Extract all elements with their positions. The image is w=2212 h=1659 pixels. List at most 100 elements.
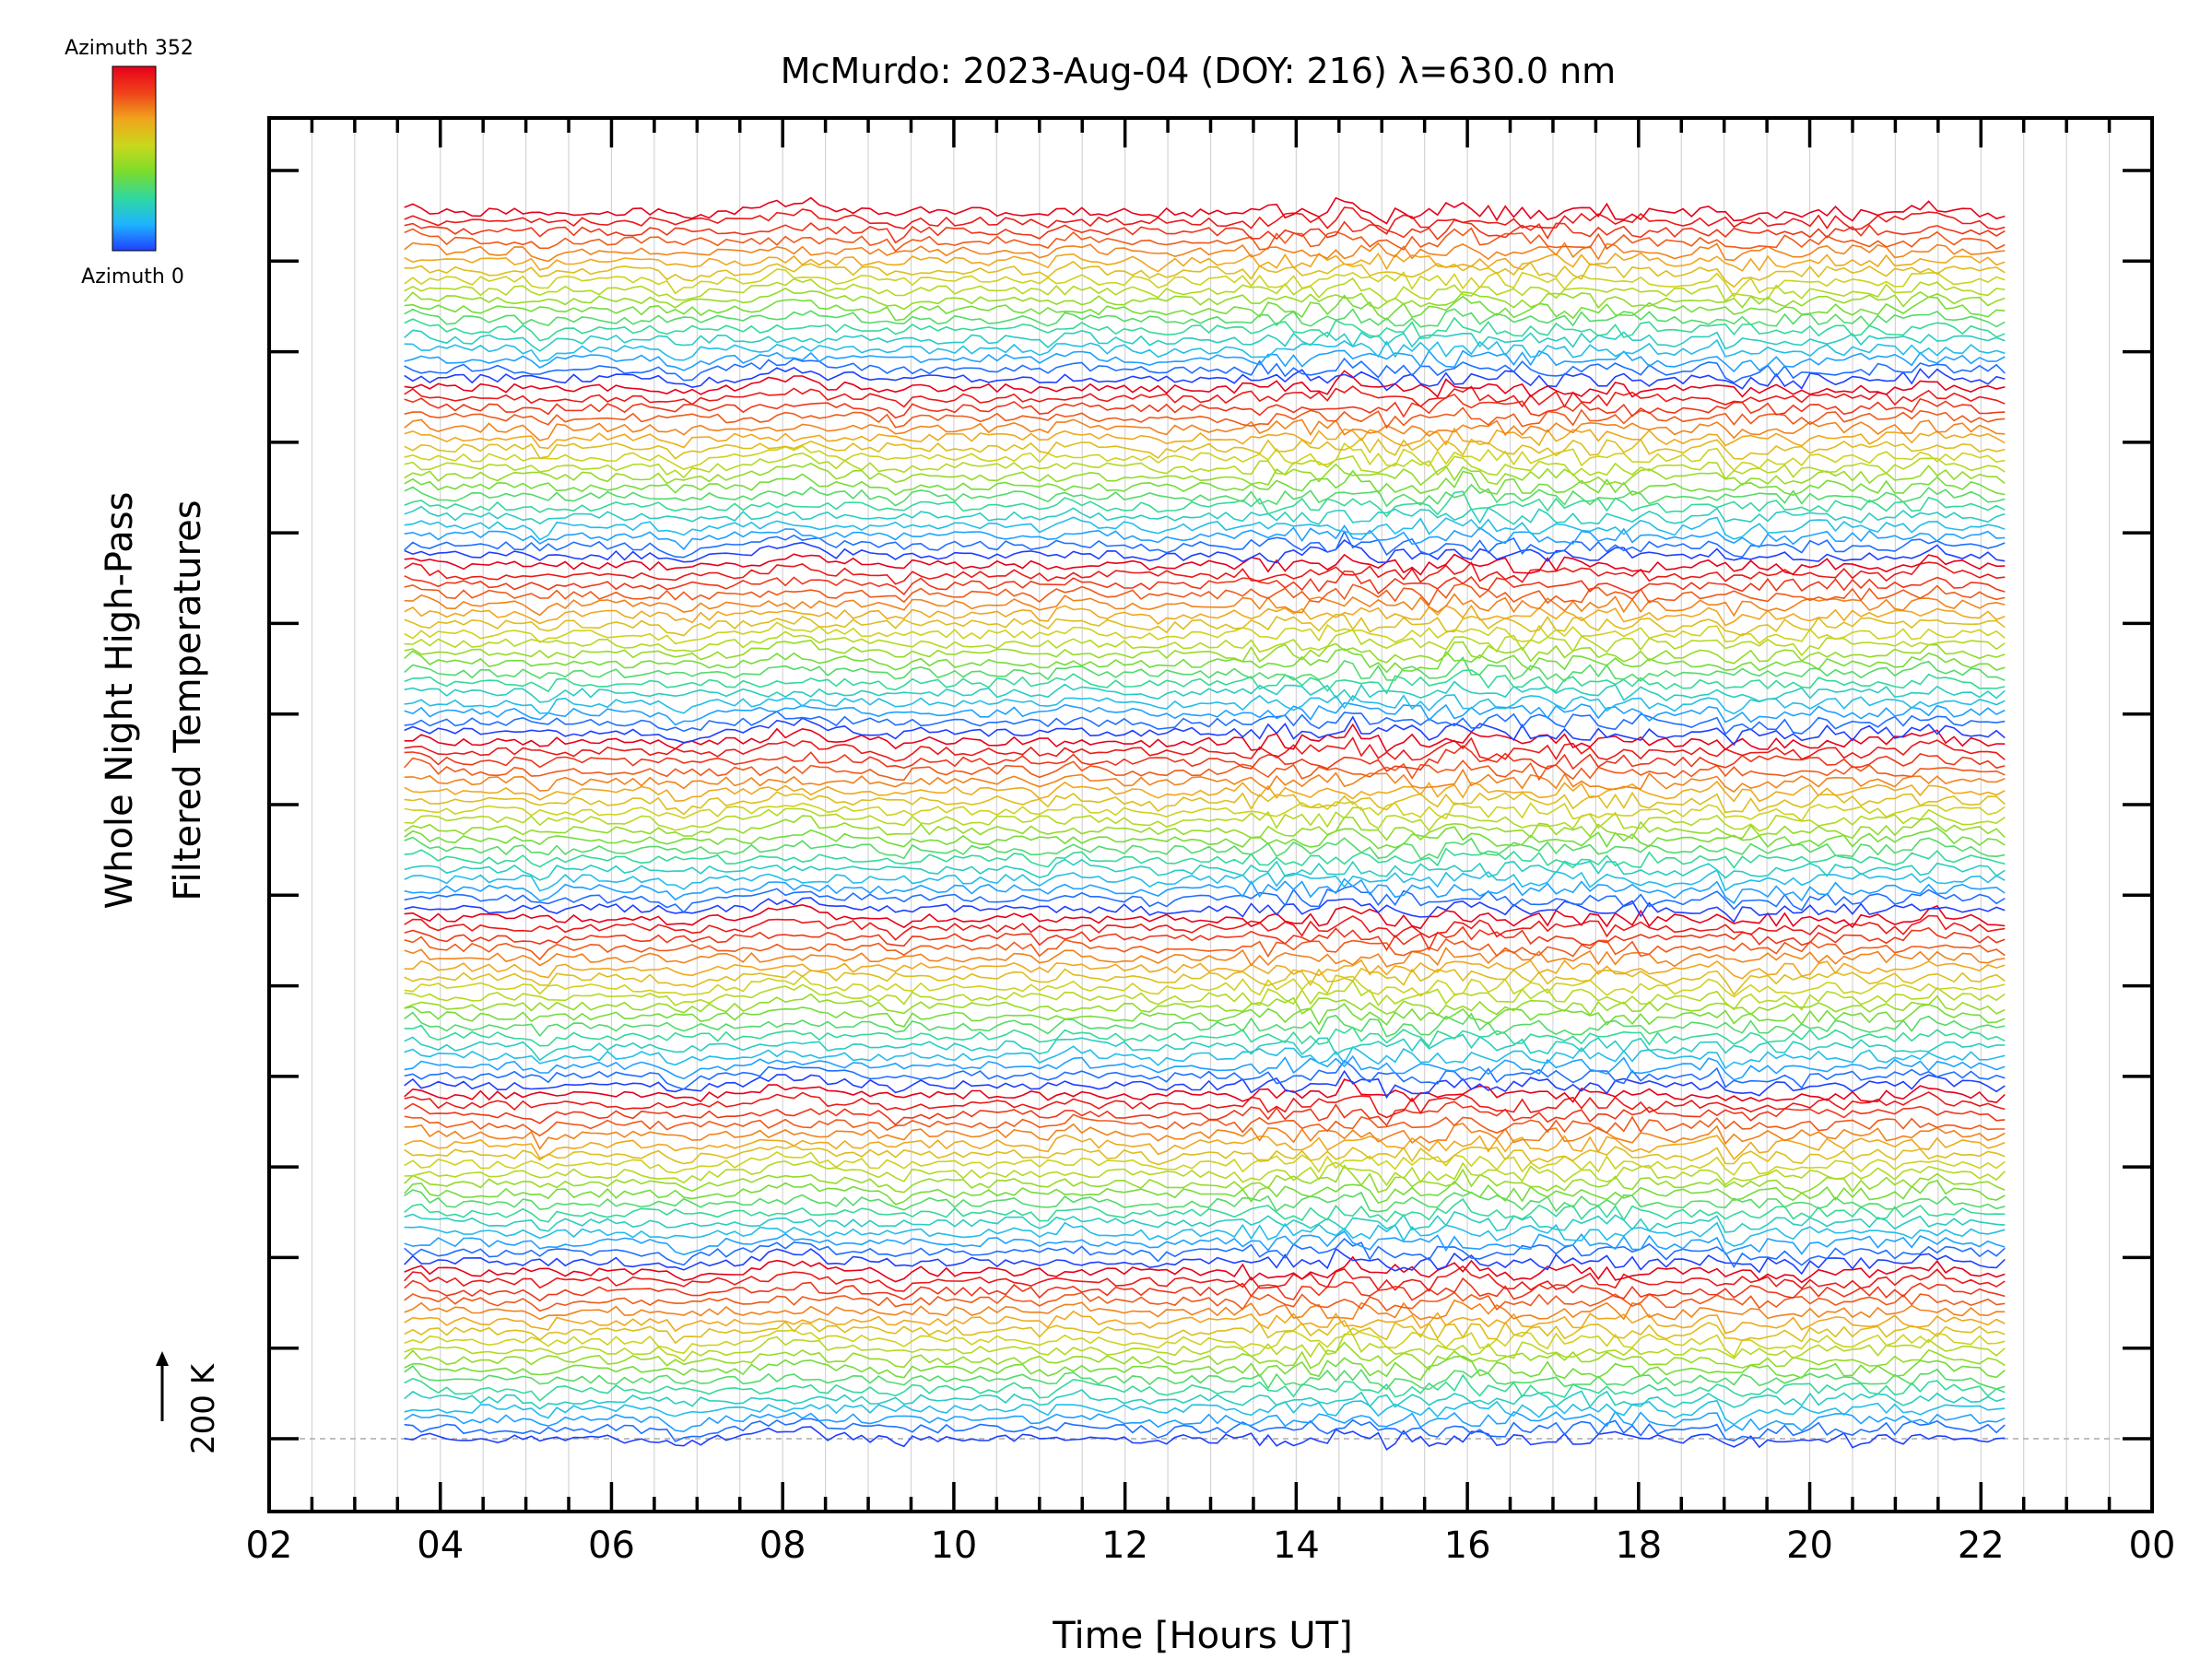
x-tick-label: 18 [1615, 1524, 1662, 1567]
series-line [404, 276, 2006, 303]
series-line [404, 1221, 2006, 1247]
series-line [404, 736, 2006, 762]
series-line [404, 1134, 2006, 1160]
x-tick-label: 10 [930, 1524, 977, 1567]
series-line [404, 418, 2006, 441]
series-line [404, 1069, 2006, 1100]
temperature-scale-bar: 200 K [156, 1351, 222, 1454]
series-line [404, 462, 2006, 487]
series-line [404, 1059, 2006, 1090]
series-line [404, 1265, 2006, 1292]
series-line [404, 1024, 2006, 1048]
series-line [404, 490, 2006, 518]
series-line [404, 836, 2006, 860]
series-line [404, 1011, 2006, 1038]
series-line [404, 294, 2006, 322]
series-line [404, 268, 2006, 299]
series-line [404, 959, 2006, 980]
series-line [404, 1310, 2006, 1335]
series-line [404, 427, 2006, 450]
series-line [404, 218, 2006, 244]
series-traces [404, 196, 2006, 1451]
series-line [404, 914, 2006, 941]
series-line [404, 1164, 2006, 1194]
series-line [404, 452, 2006, 480]
azimuth-colorbar-legend: Azimuth 352 Azimuth 0 [65, 37, 194, 288]
series-line [404, 308, 2006, 328]
chart-title: McMurdo: 2023-Aug-04 (DOY: 216) λ=630.0 … [781, 51, 1616, 91]
series-line [404, 1100, 2006, 1127]
x-axis-ticks: 02 04 06 08 10 12 14 16 18 20 22 00 [246, 118, 2176, 1567]
x-tick-label: 20 [1786, 1524, 1833, 1567]
series-line [404, 1113, 2006, 1137]
series-line [404, 1237, 2006, 1269]
series-line [404, 604, 2006, 627]
x-tick-label: 08 [759, 1524, 806, 1567]
series-line [404, 791, 2006, 816]
series-line [404, 538, 2006, 564]
series-line [404, 329, 2006, 352]
series-line [404, 1003, 2006, 1028]
series-line [404, 780, 2006, 803]
x-axis-label: Time [Hours UT] [1052, 1615, 1352, 1657]
series-line [404, 483, 2006, 508]
series-line [404, 1388, 2006, 1410]
series-line [404, 669, 2006, 695]
series-line [404, 338, 2006, 362]
series-line [404, 1197, 2006, 1223]
series-line [404, 570, 2006, 596]
series-line [404, 648, 2006, 674]
series-line [404, 925, 2006, 952]
series-line [404, 524, 2006, 551]
series-line [404, 629, 2006, 657]
x-tick-label: 00 [2129, 1524, 2176, 1567]
series-line [404, 227, 2006, 253]
series-line [404, 1319, 2006, 1345]
vertical-gridlines [311, 118, 2111, 1512]
series-line [404, 553, 2006, 576]
series-line [404, 1355, 2006, 1382]
series-line [404, 252, 2006, 273]
series-line [404, 974, 2006, 998]
series-line [404, 885, 2006, 913]
y-axis-label-line2: Filtered Temperatures [167, 500, 209, 900]
series-line [404, 947, 2006, 968]
series-line [404, 1211, 2006, 1233]
series-line [404, 847, 2006, 869]
series-line [404, 406, 2006, 429]
series-line [404, 1078, 2006, 1104]
x-tick-label: 02 [246, 1524, 293, 1567]
series-line [404, 241, 2006, 263]
series-line [404, 979, 2006, 1011]
y-axis-ticks [269, 169, 2152, 1441]
series-line [404, 370, 2006, 398]
colorbar-bottom-label: Azimuth 0 [81, 265, 184, 288]
series-line [404, 1045, 2006, 1070]
series-line [404, 441, 2006, 472]
series-line [404, 316, 2006, 342]
series-line [404, 1033, 2006, 1062]
series-line [404, 877, 2006, 904]
series-line [404, 868, 2006, 892]
scale-bar-arrow-icon [156, 1351, 169, 1366]
series-line [404, 1277, 2006, 1302]
series-line [404, 1179, 2006, 1206]
series-line [404, 715, 2006, 747]
series-line [404, 561, 2006, 585]
series-line [404, 1333, 2006, 1362]
series-line [404, 1247, 2006, 1276]
series-line [404, 1299, 2006, 1321]
colorbar-top-label: Azimuth 352 [65, 37, 194, 60]
series-line [404, 757, 2006, 782]
series-line [404, 806, 2006, 832]
series-line [404, 582, 2006, 606]
series-line [404, 1399, 2006, 1426]
series-line [404, 639, 2006, 665]
series-line [404, 680, 2006, 703]
series-line [404, 694, 2006, 715]
series-line [404, 613, 2006, 637]
series-line [404, 768, 2006, 794]
series-line [404, 206, 2006, 235]
series-line [404, 1151, 2006, 1176]
series-line [404, 1410, 2006, 1433]
